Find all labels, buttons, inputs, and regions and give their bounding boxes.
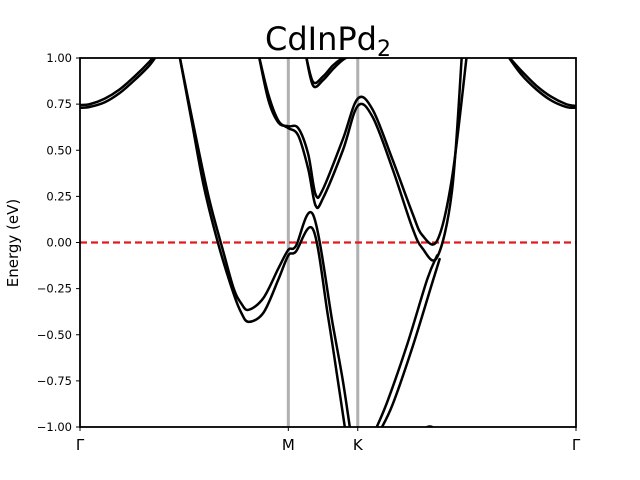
band-line-1 xyxy=(80,58,157,110)
x-tick-label: K xyxy=(353,436,364,454)
y-ticks: 1.00 0.75 0.50 0.25 0.00 −0.25 −0.50 −0.75 −1.00 xyxy=(37,51,80,434)
chart-title-subscript: 2 xyxy=(377,37,391,62)
bands xyxy=(80,58,576,427)
x-tick-label: Γ xyxy=(76,436,85,454)
band-line-12 xyxy=(380,257,441,427)
band-line-6 xyxy=(178,58,347,427)
y-tick-label: −0.50 xyxy=(37,328,72,342)
x-tick-label: Γ xyxy=(572,436,581,454)
y-tick-label: −0.75 xyxy=(37,374,72,388)
y-tick-label: 0.25 xyxy=(46,189,72,203)
chart-title-main: CdInPd xyxy=(265,20,377,58)
band-line-3 xyxy=(508,58,576,108)
band-line-2 xyxy=(80,58,155,107)
y-tick-label: 0.00 xyxy=(46,236,72,250)
band-line-11 xyxy=(375,254,439,427)
band-line-4 xyxy=(507,58,576,110)
y-tick-label: −1.00 xyxy=(37,420,72,434)
band-line-5 xyxy=(178,58,352,427)
y-axis-label: Energy (eV) xyxy=(4,199,22,287)
y-tick-label: 0.75 xyxy=(46,97,72,111)
y-tick-label: 1.00 xyxy=(46,51,72,65)
x-tick-label: M xyxy=(282,436,295,454)
y-tick-label: −0.25 xyxy=(37,282,72,296)
y-tick-label: 0.50 xyxy=(46,143,72,157)
chart-title: CdInPd2 xyxy=(265,20,391,62)
band-line-10 xyxy=(305,58,349,89)
